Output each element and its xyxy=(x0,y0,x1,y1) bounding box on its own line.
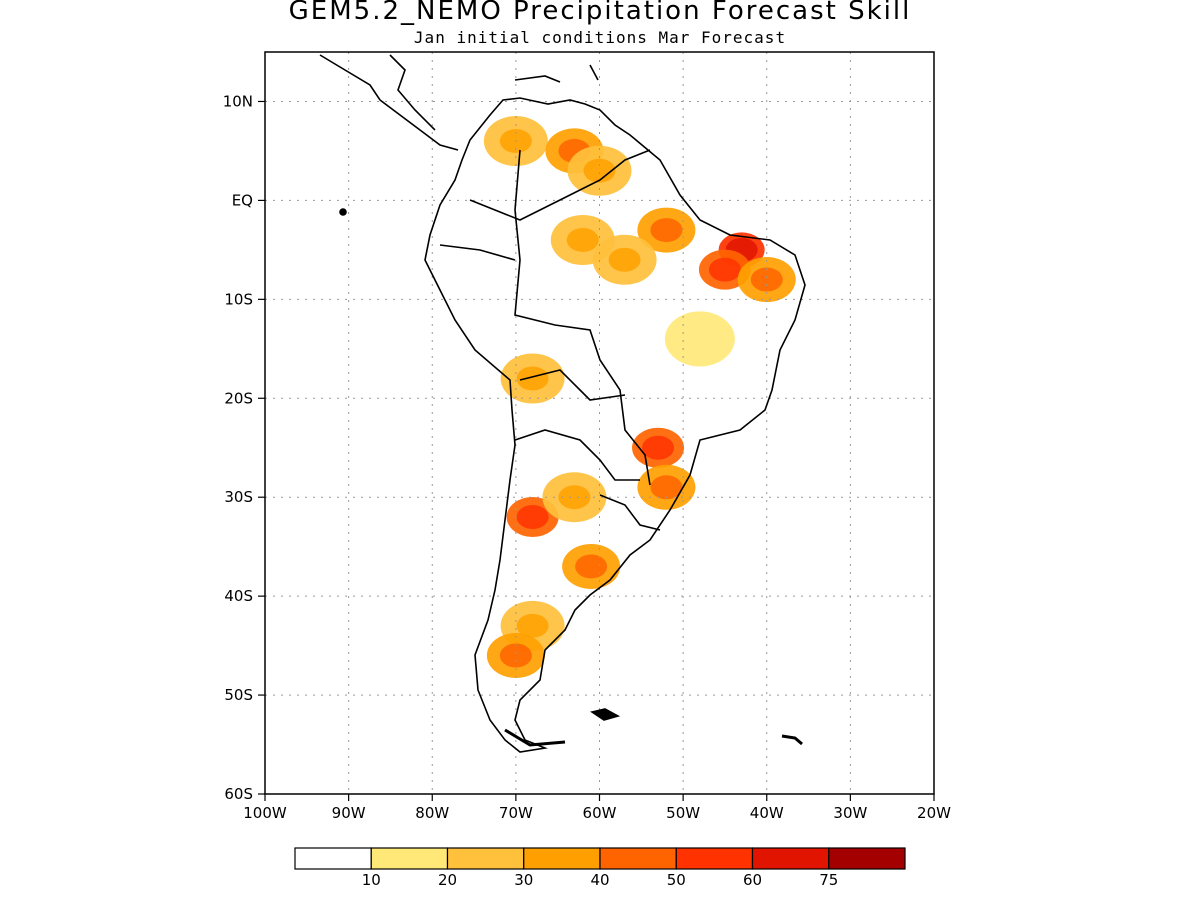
skill-patch-core xyxy=(516,366,549,391)
colorbar-label: 60 xyxy=(743,871,762,889)
lat-tick-label: 50S xyxy=(224,686,253,704)
lon-tick-label: 20W xyxy=(917,804,951,822)
lon-tick-label: 60W xyxy=(583,804,617,822)
skill-patch-core xyxy=(558,485,591,510)
lon-tick-label: 40W xyxy=(750,804,784,822)
lat-tick-label: 10N xyxy=(223,92,253,110)
skill-patch-core xyxy=(583,158,616,183)
colorbar-swatch xyxy=(599,847,677,870)
colorbar-label: 40 xyxy=(590,871,609,889)
lat-tick-label: EQ xyxy=(232,191,253,209)
skill-patch-core xyxy=(566,227,599,252)
lon-tick-label: 50W xyxy=(666,804,700,822)
skill-shading xyxy=(483,116,796,678)
skill-patch xyxy=(664,311,735,367)
lat-tick-label: 10S xyxy=(224,290,253,308)
skill-patch-core xyxy=(499,643,532,668)
map-title: GEM5.2_NEMO Precipitation Forecast Skill xyxy=(288,0,912,26)
colorbar-label: 50 xyxy=(667,871,686,889)
colorbar-label: 10 xyxy=(362,871,381,889)
colorbar: 10 20 30 40 50 60 75 xyxy=(294,847,906,889)
skill-patch-core xyxy=(516,613,549,638)
lon-tick-label: 70W xyxy=(499,804,533,822)
lon-tick-label: 30W xyxy=(833,804,867,822)
colorbar-swatch xyxy=(370,847,449,870)
colorbar-swatch xyxy=(446,847,525,870)
skill-patch-core xyxy=(708,257,741,282)
lon-tick-label: 100W xyxy=(243,804,287,822)
lat-tick-label: 30S xyxy=(224,488,253,506)
colorbar-swatch xyxy=(675,847,754,870)
lat-tick-label: 20S xyxy=(224,389,253,407)
colorbar-swatch xyxy=(294,847,372,870)
coastline xyxy=(319,54,806,753)
skill-patch-core xyxy=(608,247,641,272)
lat-tick-label: 60S xyxy=(224,785,253,803)
skill-patch-core xyxy=(575,554,608,579)
colorbar-swatch xyxy=(751,847,830,870)
skill-patch-core xyxy=(516,504,549,529)
skill-patch-core xyxy=(750,267,783,292)
skill-patch-core xyxy=(650,475,683,500)
lon-tick-label: 80W xyxy=(415,804,449,822)
map-subtitle: Jan initial conditions Mar Forecast xyxy=(413,28,787,47)
colorbar-swatch xyxy=(523,847,601,870)
skill-patch-core xyxy=(642,435,675,460)
colorbar-label: 75 xyxy=(819,871,838,889)
colorbar-label: 20 xyxy=(438,871,457,889)
lat-tick-label: 40S xyxy=(224,587,253,605)
lon-tick-label: 90W xyxy=(332,804,366,822)
colorbar-label: 30 xyxy=(514,871,533,889)
colorbar-swatch xyxy=(828,847,906,870)
skill-patch-core xyxy=(650,218,683,243)
